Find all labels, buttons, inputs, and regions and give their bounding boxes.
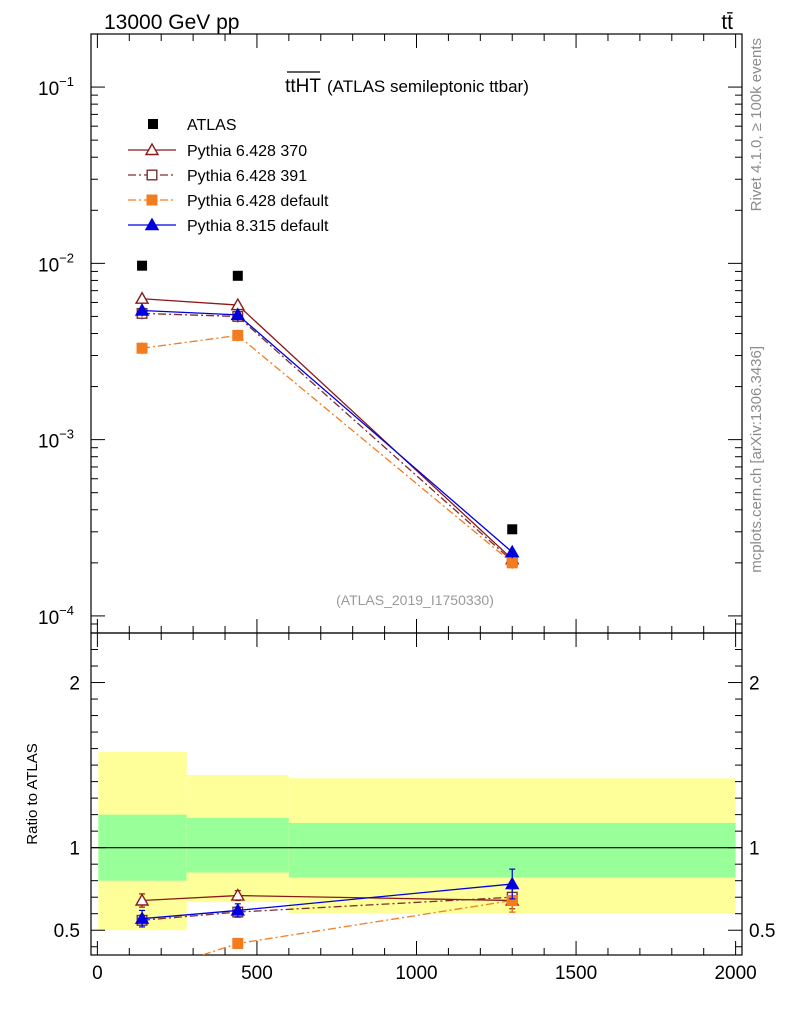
x-tick-label: 2000 xyxy=(714,963,756,984)
legend-marker xyxy=(144,142,160,156)
analysis-id: (ATLAS_2019_I1750330) xyxy=(336,592,494,608)
main-data-points xyxy=(137,260,518,535)
series-2 xyxy=(136,329,518,569)
main-x-ticks xyxy=(96,34,737,633)
legend: ATLAS Pythia 6.428 370 Pythia 6.428 391 Pyt… xyxy=(128,117,329,235)
y-tick-label: 10−4 xyxy=(38,603,74,629)
series-point xyxy=(505,544,520,558)
legend-label: Pythia 6.428 391 xyxy=(187,168,307,185)
legend-label: Pythia 8.315 default xyxy=(187,218,329,235)
ratio-y-tick-label-left: 0.5 xyxy=(54,921,80,942)
ratio-y-ticks: 2 2 1 1 0.5 0.5 xyxy=(54,649,775,948)
legend-label: Pythia 6.428 default xyxy=(187,193,329,210)
ratio-series-point xyxy=(505,876,520,890)
series-point xyxy=(230,307,246,321)
data-point xyxy=(507,524,518,535)
energy-label: 13000 GeV pp xyxy=(104,11,239,34)
main-y-ticks: 10−1 10−2 10−3 10−4 xyxy=(38,33,742,634)
legend-marker xyxy=(144,217,160,231)
main-plot-area: 10−1 10−2 10−3 10−4 ttHT (ATLAS semileptoni… xyxy=(38,33,743,634)
main-series xyxy=(134,291,520,569)
series-line xyxy=(142,298,513,560)
plot-title: ttHT (ATLAS semileptonic ttbar) xyxy=(285,71,529,97)
series-line xyxy=(142,312,513,562)
series-point xyxy=(136,342,148,354)
series-point xyxy=(506,557,518,569)
ratio-y-tick-label-right: 2 xyxy=(749,674,760,695)
ratio-y-tick-label-right: 1 xyxy=(749,839,760,860)
series-3 xyxy=(134,303,520,559)
ratio-series-point xyxy=(134,893,150,906)
series-point xyxy=(232,329,244,341)
ratio-bands xyxy=(98,751,736,931)
x-tick-label: 1000 xyxy=(395,963,437,984)
ratio-series-point xyxy=(137,970,147,980)
ratio-series-2 xyxy=(137,888,518,980)
ratio-band-green xyxy=(186,817,289,873)
x-tick-label: 500 xyxy=(241,963,273,984)
ratio-y-tick-label-left: 1 xyxy=(69,839,80,860)
legend-marker-data xyxy=(148,119,158,129)
x-tick-label: 1500 xyxy=(555,963,597,984)
mcplots-label: mcplots.cern.ch [arXiv:1306.3436] xyxy=(748,346,765,573)
legend-label: Pythia 6.428 370 xyxy=(187,143,307,160)
rivet-label: Rivet 4.1.0, ≥ 100k events xyxy=(748,38,765,211)
ratio-series-clipped xyxy=(134,868,520,980)
ratio-series-3 xyxy=(134,868,520,928)
data-point xyxy=(137,260,148,271)
ratio-series-point xyxy=(232,937,244,949)
series-0 xyxy=(134,291,520,566)
series-line xyxy=(141,334,513,564)
ratio-y-tick-label-right: 0.5 xyxy=(749,921,775,942)
ratio-y-tick-label-left: 2 xyxy=(69,674,80,695)
ratio-series-point xyxy=(134,911,150,924)
ratio-series xyxy=(134,868,520,980)
legend-marker xyxy=(146,169,158,181)
ratio-plot-area: 2 2 1 1 0.5 0.5 0 500 1000 1500 2000 Ratio to ATL… xyxy=(24,632,775,984)
series-line xyxy=(142,309,513,553)
process-label: tt̄ xyxy=(721,11,733,34)
legend-marker xyxy=(146,194,158,206)
ratio-series-point xyxy=(230,903,246,916)
ratio-x-ticks: 0 500 1000 1500 2000 xyxy=(92,633,757,984)
series-point xyxy=(134,291,150,304)
x-tick-label: 0 xyxy=(92,963,103,984)
y-tick-label: 10−2 xyxy=(38,250,74,276)
series-point xyxy=(134,303,150,316)
plot-title-main: ttHT xyxy=(285,76,321,97)
y-tick-label: 10−1 xyxy=(38,74,74,100)
series-1 xyxy=(136,307,518,567)
ratio-band-green xyxy=(288,822,736,878)
ratio-series-point xyxy=(230,888,246,901)
legend-label-data: ATLAS xyxy=(187,117,237,134)
y-tick-label: 10−3 xyxy=(38,427,74,453)
ratio-y-label: Ratio to ATLAS xyxy=(24,743,41,844)
plot-title-sub: (ATLAS semileptonic ttbar) xyxy=(327,77,529,96)
data-point xyxy=(232,270,243,281)
